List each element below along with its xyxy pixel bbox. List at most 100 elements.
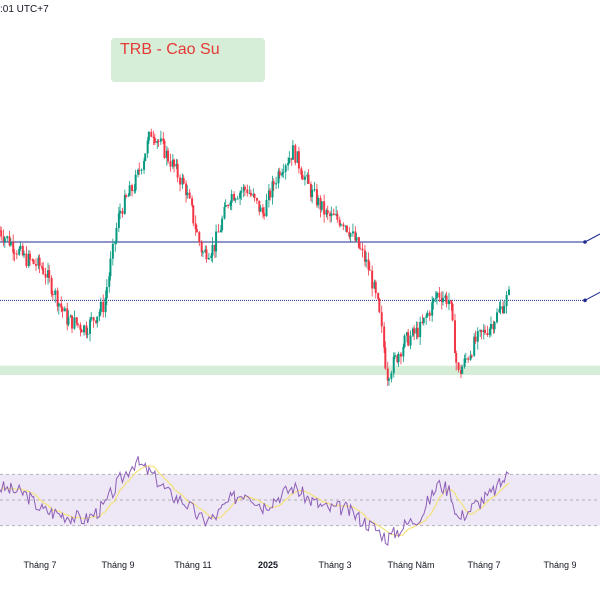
candle-body: [444, 295, 447, 299]
candle-body: [188, 192, 191, 199]
candle-body: [413, 328, 416, 334]
candle-body: [345, 225, 348, 232]
candle-body: [461, 366, 464, 374]
candle-body: [493, 322, 496, 330]
level-extension-line: [584, 291, 600, 301]
candle-body: [219, 230, 222, 233]
candle-body: [435, 292, 438, 298]
candle-body: [61, 307, 64, 312]
candle-body: [329, 213, 332, 217]
candle-body: [315, 189, 318, 206]
rsi-line: [0, 456, 510, 547]
candle-body: [176, 163, 179, 178]
candle-body: [119, 210, 122, 214]
candle-body: [79, 324, 82, 330]
candle-body: [9, 242, 12, 246]
candle-body: [57, 303, 60, 307]
candle-body: [47, 270, 50, 278]
candle-body: [367, 259, 370, 270]
candle-body: [90, 317, 93, 320]
candle-body: [415, 327, 418, 334]
candle-body: [198, 232, 201, 243]
candle-body: [19, 245, 22, 249]
x-axis-tick-label: Tháng 9: [101, 560, 134, 570]
candle-body: [348, 231, 351, 237]
candle-body: [482, 329, 485, 333]
candle-body: [80, 329, 83, 333]
candle-body: [397, 353, 400, 363]
candle-body: [73, 317, 76, 329]
candle-body: [489, 323, 492, 329]
candle-body: [378, 298, 381, 313]
candle-body: [66, 308, 69, 325]
candle-body: [240, 191, 243, 193]
candle-body: [115, 228, 118, 242]
candle-body: [470, 355, 473, 357]
candle-body: [307, 174, 310, 184]
candle-body: [85, 325, 88, 335]
candle-body: [288, 157, 291, 164]
candle-body: [108, 276, 111, 288]
candle-body: [282, 171, 285, 173]
candle-body: [363, 250, 366, 262]
candle-body: [248, 192, 251, 194]
candle-body: [483, 329, 486, 334]
candle-body: [200, 242, 203, 253]
candle-body: [71, 315, 74, 329]
candle-body: [18, 248, 21, 255]
candle-body: [284, 165, 287, 172]
candle-body: [311, 189, 314, 198]
candle-body: [224, 205, 227, 207]
candle-body: [215, 231, 218, 252]
x-axis-tick-label: Tháng 7: [23, 560, 56, 570]
candle-body: [503, 306, 506, 313]
candle-body: [179, 177, 182, 185]
candle-body: [223, 206, 226, 219]
candle-body: [56, 290, 59, 307]
candle-body: [153, 138, 156, 143]
x-axis-tick-label: Tháng 9: [543, 560, 576, 570]
candle-body: [432, 298, 435, 303]
candle-body: [12, 242, 15, 253]
candle-body: [390, 373, 393, 379]
support-zone: [0, 365, 600, 375]
candle-body: [357, 237, 360, 248]
candle-body: [27, 253, 30, 267]
candle-body: [332, 213, 335, 216]
candle-body: [419, 321, 422, 338]
candle-body: [86, 333, 89, 335]
candle-body: [8, 236, 11, 246]
candle-body: [211, 244, 214, 256]
candle-body: [263, 213, 266, 217]
candle-body: [445, 295, 448, 305]
candle-body: [447, 300, 450, 305]
candle-body: [403, 335, 406, 348]
candle-body: [463, 358, 466, 367]
candle-body: [319, 197, 322, 210]
candle-body: [51, 293, 54, 295]
candle-body: [242, 186, 245, 192]
candle-body: [303, 176, 306, 180]
candle-body: [422, 317, 425, 323]
candle-body: [128, 185, 131, 196]
candle-body: [380, 312, 383, 327]
level-anchor-point: [583, 298, 587, 303]
candle-body: [361, 248, 364, 251]
x-axis-tick-label: 2025: [258, 560, 278, 570]
candle-body: [425, 316, 428, 318]
candle-body: [185, 183, 188, 196]
candle-body: [249, 192, 252, 196]
candle-body: [428, 312, 431, 316]
candle-body: [407, 332, 410, 346]
candle-body: [77, 323, 80, 325]
candle-body: [450, 300, 453, 304]
candle-body: [229, 202, 232, 206]
candle-body: [297, 151, 300, 169]
candle-body: [459, 369, 462, 374]
candle-body: [399, 353, 402, 357]
candle-body: [169, 161, 172, 167]
candle-body: [355, 237, 358, 241]
candle-body: [275, 183, 278, 185]
candle-body: [210, 255, 213, 258]
